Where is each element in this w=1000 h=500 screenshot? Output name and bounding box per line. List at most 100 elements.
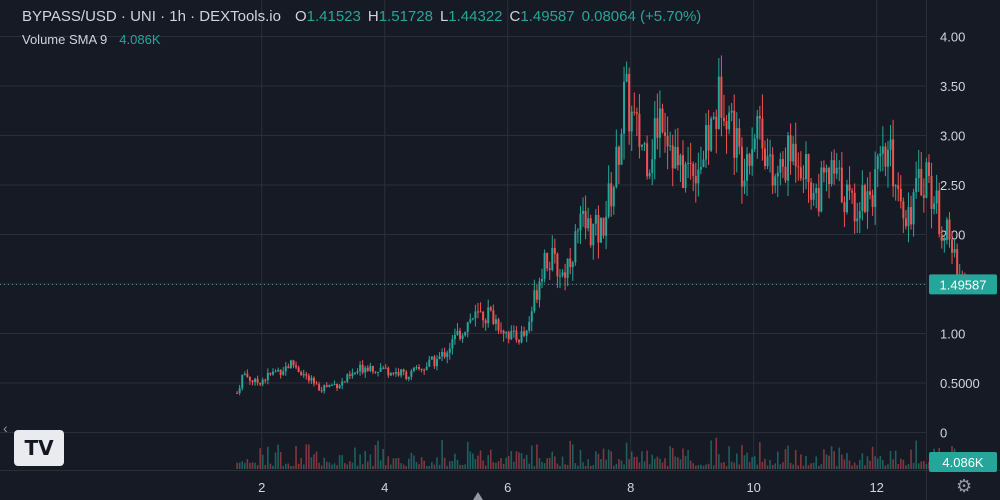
candle-body: [687, 162, 690, 165]
volume-bar: [525, 454, 528, 469]
volume-bar: [746, 452, 748, 469]
volume-bar: [751, 457, 753, 469]
volume-bar: [782, 462, 784, 469]
candle-body: [781, 159, 784, 167]
candle-body: [566, 258, 569, 278]
volume-bar: [392, 458, 395, 469]
volume-tag-label: 4.086K: [942, 455, 984, 470]
volume-bar: [310, 457, 313, 469]
volume-bar: [561, 456, 564, 469]
volume-legend[interactable]: Volume SMA 9 4.086K: [22, 32, 160, 47]
candle-body: [423, 369, 426, 371]
candle-body: [784, 166, 787, 181]
candle-body: [740, 146, 743, 187]
volume-bar: [315, 451, 318, 469]
candle-body: [640, 144, 643, 147]
candle-body: [738, 128, 741, 147]
candle-body: [279, 369, 282, 375]
candle-body: [328, 384, 331, 387]
gear-icon[interactable]: ⚙: [956, 476, 973, 496]
volume-bar: [815, 456, 818, 469]
candle-body: [305, 374, 308, 376]
candle-body: [451, 339, 454, 349]
volume-bar: [812, 462, 815, 469]
candle-body: [387, 367, 390, 376]
candle-body: [541, 278, 544, 282]
candle-body: [899, 188, 902, 202]
volume-bar: [492, 461, 495, 469]
candle-body: [769, 154, 772, 157]
volume-bar: [687, 450, 689, 469]
volume-bar: [415, 461, 418, 469]
volume-bar: [364, 450, 367, 469]
candle-body: [374, 371, 377, 373]
candle-body: [817, 188, 820, 212]
volume-bar: [300, 458, 302, 469]
volume-bar: [318, 462, 320, 469]
volume-bar: [305, 444, 308, 469]
volume-bar: [587, 459, 589, 469]
volume-bar: [871, 446, 874, 469]
volume-bar: [833, 451, 835, 469]
volume-bar: [646, 450, 648, 469]
candle-body: [848, 184, 851, 191]
candle-body: [927, 162, 930, 176]
volume-bar: [700, 464, 702, 469]
candle-body: [876, 156, 879, 170]
candle-body: [510, 330, 513, 340]
volume-bar: [797, 465, 800, 469]
candle-body: [397, 372, 400, 376]
chevron-left-icon[interactable]: ‹: [3, 420, 8, 436]
symbol-title[interactable]: BYPASS/USD · UNI · 1h · DEXTools.io: [22, 7, 281, 25]
candle-body: [564, 272, 567, 278]
tradingview-logo-icon[interactable]: TV: [14, 430, 64, 466]
volume-bar: [546, 458, 548, 469]
candle-body: [897, 185, 900, 189]
candle-body: [474, 311, 477, 319]
volume-bar: [633, 456, 636, 469]
volume-bar: [805, 455, 807, 469]
volume-bar: [592, 465, 595, 469]
candle-body: [956, 249, 959, 281]
candle-body: [792, 143, 795, 162]
volume-bar: [272, 465, 274, 469]
candle-body: [943, 239, 946, 241]
candle-body: [405, 371, 408, 379]
volume-bar: [600, 459, 602, 469]
candle-body: [761, 118, 764, 149]
candle-body: [684, 164, 687, 188]
candle-body: [712, 116, 715, 119]
volume-bar: [879, 455, 882, 469]
volume-bar: [876, 458, 879, 469]
candle-body: [315, 383, 318, 385]
volume-bar: [851, 465, 853, 469]
volume-tag-box: [929, 452, 997, 472]
candle-body: [471, 318, 474, 320]
candle-body: [807, 154, 810, 183]
candle-body: [576, 230, 579, 232]
candle-body: [863, 185, 866, 212]
volume-bar: [325, 461, 328, 469]
candle-body: [289, 360, 292, 369]
candle-body: [412, 367, 415, 371]
candle-body: [584, 210, 587, 229]
candle-body: [597, 215, 600, 243]
volume-bar: [792, 464, 794, 469]
candle-body: [325, 385, 328, 387]
volume-bar: [715, 437, 718, 469]
candle-body: [925, 162, 928, 198]
candle-body: [694, 176, 697, 184]
volume-bar: [405, 465, 408, 469]
volume-bar: [915, 440, 917, 469]
candle-body: [589, 218, 592, 246]
candle-body: [951, 239, 954, 253]
volume-bar: [479, 450, 482, 469]
candle-body: [612, 187, 615, 207]
candle-body: [271, 371, 274, 375]
candle-body: [438, 356, 441, 360]
candle-body: [535, 290, 538, 300]
volume-bar: [441, 440, 443, 469]
volume-bar: [684, 455, 687, 469]
candle-body: [476, 311, 479, 313]
